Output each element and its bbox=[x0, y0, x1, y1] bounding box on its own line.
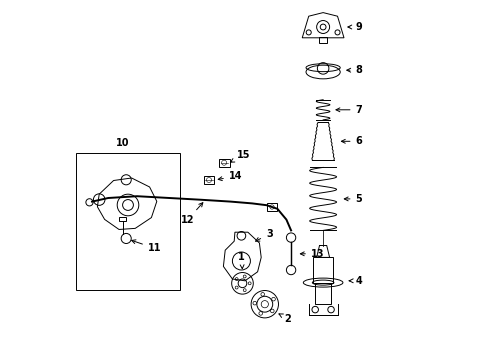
Text: 3: 3 bbox=[256, 229, 272, 241]
Text: 1: 1 bbox=[238, 252, 245, 269]
Text: 13: 13 bbox=[300, 249, 324, 259]
Text: 4: 4 bbox=[349, 276, 362, 286]
Text: 5: 5 bbox=[344, 194, 362, 204]
Text: 6: 6 bbox=[342, 136, 362, 146]
Bar bbox=[319, 37, 327, 43]
Text: 9: 9 bbox=[348, 22, 362, 32]
Text: 11: 11 bbox=[132, 240, 161, 253]
Text: 14: 14 bbox=[218, 171, 242, 181]
Bar bbox=[119, 217, 126, 221]
Text: 12: 12 bbox=[181, 203, 203, 225]
Text: 7: 7 bbox=[336, 105, 362, 115]
Text: 10: 10 bbox=[116, 138, 129, 148]
Text: 8: 8 bbox=[347, 65, 363, 75]
Bar bbox=[267, 203, 277, 211]
Bar bbox=[313, 257, 333, 283]
Text: 2: 2 bbox=[279, 314, 292, 324]
Bar bbox=[219, 159, 229, 167]
Bar bbox=[315, 283, 331, 304]
Bar bbox=[204, 176, 215, 184]
Text: 15: 15 bbox=[230, 150, 250, 162]
Bar bbox=[76, 153, 180, 290]
